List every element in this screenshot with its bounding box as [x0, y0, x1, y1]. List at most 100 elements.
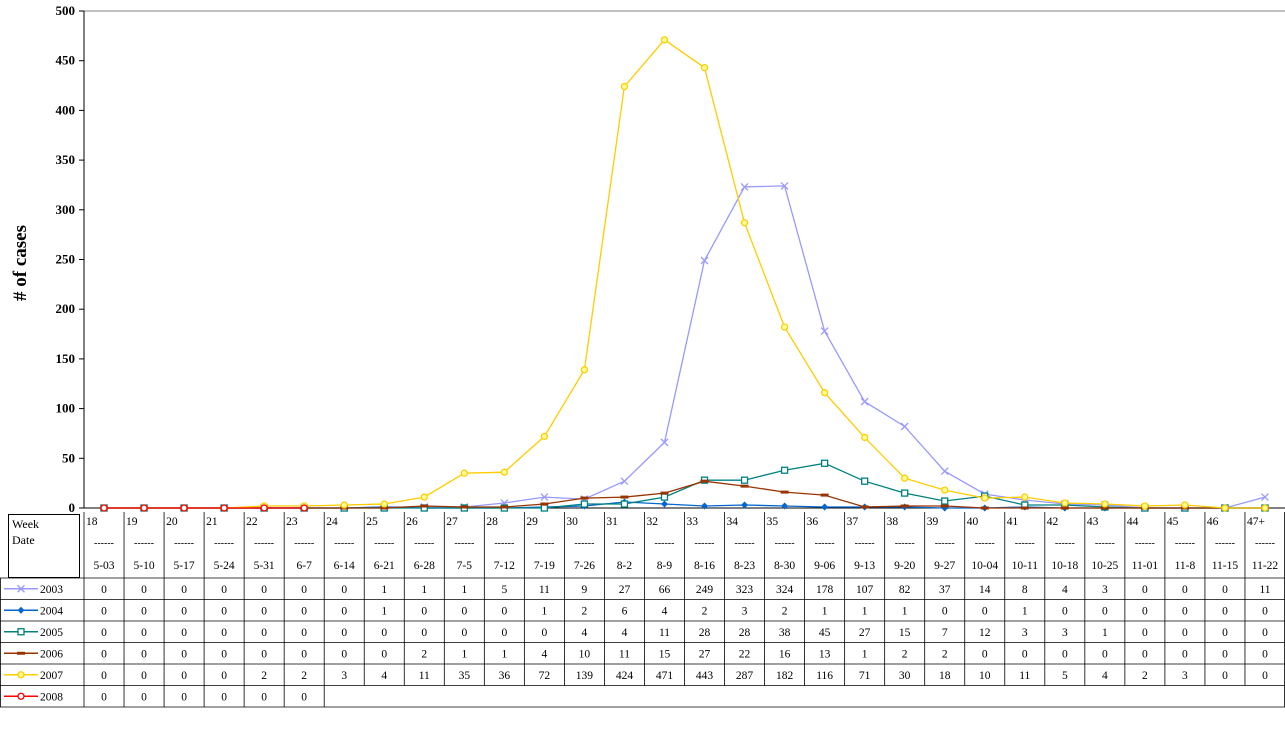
data-label: 5 [501, 584, 507, 596]
data-label: 1 [381, 605, 387, 617]
week-date-separator: ------ [654, 538, 674, 549]
date-label: 8-16 [694, 560, 715, 572]
week-label: 19 [126, 516, 138, 528]
series-point [380, 500, 388, 508]
series-point [741, 501, 749, 509]
data-label: 0 [1262, 670, 1268, 682]
week-label: 33 [687, 516, 699, 528]
series-point [420, 493, 428, 501]
series-point [220, 504, 228, 512]
week-date-separator: ------ [294, 538, 314, 549]
y-tick-label: 150 [56, 351, 76, 366]
data-label: 424 [616, 670, 634, 682]
series-point [820, 459, 829, 467]
series-point [861, 433, 869, 442]
data-label: 323 [736, 584, 754, 596]
data-label: 4 [542, 648, 548, 660]
data-label: 0 [381, 627, 387, 639]
series-point [740, 476, 749, 484]
data-label: 0 [1062, 605, 1068, 617]
week-label: 39 [927, 516, 939, 528]
series-point [1060, 506, 1069, 510]
series-point [781, 502, 789, 510]
y-tick-label: 250 [56, 252, 76, 267]
y-tick-label: 50 [62, 450, 75, 465]
week-label: 46 [1207, 516, 1219, 528]
date-label: 5-24 [214, 560, 235, 572]
series-2008 [100, 504, 308, 512]
data-label: 0 [421, 605, 427, 617]
series-point [901, 489, 909, 497]
data-label: 0 [301, 691, 307, 703]
legend-key-2008: 2008 [4, 691, 63, 703]
week-date-separator: ------ [815, 538, 835, 549]
legend-key-2005: 2005 [4, 627, 63, 639]
series-point [780, 466, 789, 474]
series-point [660, 36, 669, 44]
data-label: 116 [816, 670, 833, 682]
data-label: 0 [1102, 648, 1108, 660]
data-label: 0 [1262, 627, 1268, 639]
data-label: 1 [862, 605, 868, 617]
data-label: 45 [819, 627, 831, 639]
data-label: 2 [942, 648, 948, 660]
series-point [940, 504, 949, 508]
series-point [660, 491, 669, 495]
date-label: 11-8 [1175, 560, 1196, 572]
data-label: 4 [1102, 670, 1108, 682]
data-label: 2 [902, 648, 908, 660]
week-date-separator: ------ [1215, 538, 1235, 549]
series-point [580, 366, 589, 374]
week-label: 31 [606, 516, 618, 528]
date-label: 6-14 [334, 560, 355, 572]
series-point [300, 504, 308, 512]
week-date-separator: ------ [1255, 538, 1275, 549]
week-label: 42 [1047, 516, 1059, 528]
data-label: 1 [421, 584, 427, 596]
legend-label: 2008 [40, 691, 63, 703]
data-label: 10 [579, 648, 591, 660]
week-label: 27 [446, 516, 458, 528]
data-label: 0 [221, 605, 227, 617]
week-date-separator: ------ [855, 538, 875, 549]
data-label: 0 [101, 627, 107, 639]
series-point [900, 504, 909, 508]
week-label: 41 [1007, 516, 1019, 528]
series-point [580, 500, 589, 508]
data-label: 27 [859, 627, 871, 639]
data-label: 15 [659, 648, 671, 660]
week-label: 23 [286, 516, 298, 528]
data-label: 0 [1222, 584, 1228, 596]
data-label: 2 [301, 670, 307, 682]
data-label: 11 [1019, 670, 1030, 682]
data-label: 0 [221, 691, 227, 703]
week-date-separator: ------ [1135, 538, 1155, 549]
data-label: 28 [699, 627, 711, 639]
data-label: 22 [739, 648, 751, 660]
data-label: 0 [1142, 605, 1148, 617]
data-label: 0 [1222, 627, 1228, 639]
week-label: 38 [887, 516, 899, 528]
date-label: 5-17 [174, 560, 195, 572]
data-label: 1 [1022, 605, 1028, 617]
data-label: 0 [942, 605, 948, 617]
date-label: 5-10 [134, 560, 155, 572]
series-point [1261, 493, 1269, 502]
week-label: 44 [1127, 516, 1139, 528]
week-date-separator: ------ [775, 538, 795, 549]
series-point [100, 504, 108, 512]
week-date-separator: ------ [975, 538, 995, 549]
data-label: 0 [221, 584, 227, 596]
data-label: 2 [782, 605, 788, 617]
data-label: 0 [101, 648, 107, 660]
data-label: 14 [979, 584, 991, 596]
legend-label: 2006 [40, 648, 63, 660]
series-point [460, 469, 468, 477]
series-point [740, 219, 749, 227]
data-label: 0 [141, 627, 147, 639]
data-label: 0 [421, 627, 427, 639]
data-label: 0 [381, 648, 387, 660]
series-point [17, 584, 25, 593]
data-label: 0 [181, 584, 187, 596]
data-label: 9 [582, 584, 588, 596]
